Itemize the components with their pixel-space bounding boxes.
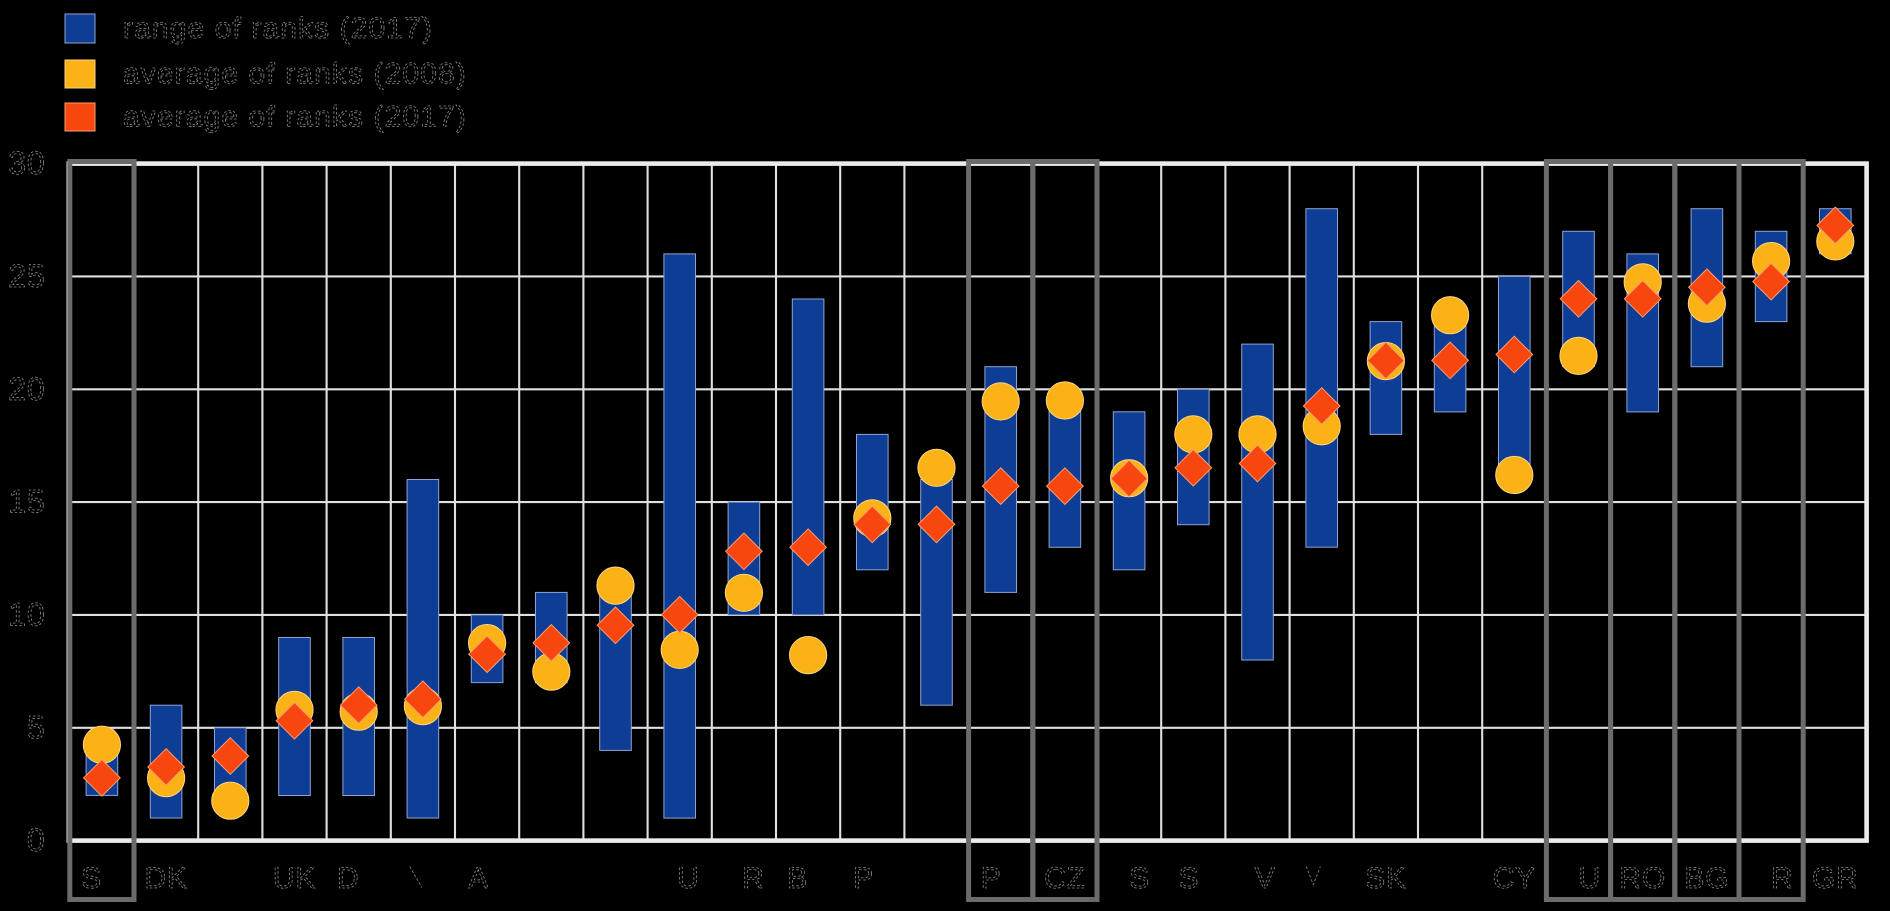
svg-text:25: 25 [8, 258, 45, 294]
svg-text:30: 30 [8, 145, 45, 181]
svg-text:10: 10 [8, 596, 45, 632]
svg-text:BG: BG [1684, 862, 1729, 895]
svg-text:PT: PT [981, 862, 1021, 895]
svg-text:BE: BE [787, 862, 829, 895]
svg-text:IT: IT [922, 862, 950, 895]
svg-text:LU: LU [660, 862, 700, 895]
svg-text:SI: SI [1178, 862, 1208, 895]
svg-text:FR: FR [723, 862, 765, 895]
svg-text:PL: PL [853, 862, 891, 895]
svg-text:20: 20 [8, 371, 45, 407]
svg-text:GR: GR [1812, 862, 1859, 895]
svg-text:0: 0 [27, 822, 46, 858]
svg-text:IE: IE [601, 862, 631, 895]
svg-text:15: 15 [8, 484, 45, 520]
svg-text:CZ: CZ [1044, 862, 1086, 895]
svg-text:CY: CY [1493, 862, 1536, 895]
svg-text:DE: DE [337, 862, 380, 895]
svg-text:5: 5 [27, 709, 46, 745]
svg-text:AT: AT [468, 862, 506, 895]
svg-text:HU: HU [1556, 862, 1601, 895]
svg-text:DK: DK [144, 862, 187, 895]
svg-text:RO: RO [1619, 862, 1666, 895]
svg-text:average of ranks (2017): average of ranks (2017) [123, 101, 467, 134]
svg-text:EE: EE [530, 862, 572, 895]
svg-text:UK: UK [273, 862, 316, 895]
svg-text:range of ranks (2017): range of ranks (2017) [123, 12, 433, 45]
svg-text:LV: LV [1239, 862, 1275, 895]
svg-text:ES: ES [1108, 862, 1150, 895]
svg-text:HR: HR [1749, 862, 1794, 895]
svg-text:SK: SK [1365, 862, 1407, 895]
svg-text:LT: LT [1433, 862, 1467, 895]
svg-text:FI: FI [216, 862, 244, 895]
svg-text:SE: SE [81, 862, 123, 895]
svg-text:average of ranks (2008): average of ranks (2008) [123, 58, 467, 91]
